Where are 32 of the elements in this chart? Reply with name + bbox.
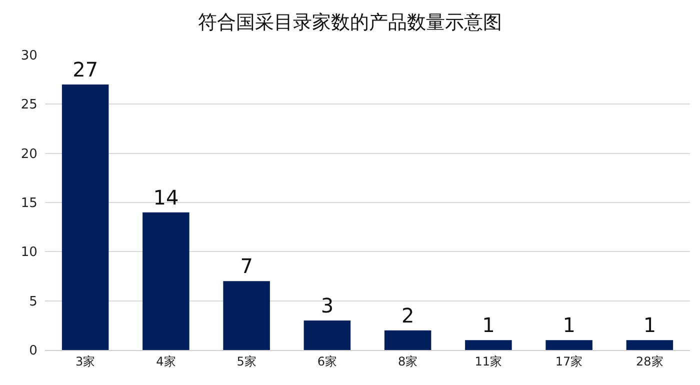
y-tick-label: 25 [20, 98, 38, 113]
bar [142, 212, 190, 350]
bar [384, 330, 432, 350]
x-tick-label: 5家 [236, 354, 256, 368]
data-label: 1 [482, 313, 495, 338]
bar [546, 340, 592, 350]
y-tick-label: 10 [20, 245, 38, 260]
bar [626, 340, 674, 350]
bar [304, 320, 351, 350]
x-tick-label: 28家 [636, 354, 664, 368]
y-tick-label: 20 [20, 146, 38, 162]
x-tick-label: 4家 [156, 354, 176, 368]
data-label: 1 [562, 313, 576, 338]
y-tick-label: 0 [29, 344, 38, 359]
x-tick-label: 8家 [398, 354, 418, 368]
data-label: 3 [320, 294, 334, 318]
data-label: 2 [401, 303, 414, 328]
data-label: 7 [240, 254, 253, 278]
bar [465, 340, 512, 350]
chart-title: 符合国采目录家数的产品数量示意图 [198, 12, 502, 34]
y-tick-label: 15 [20, 196, 38, 212]
y-tick-label: 5 [29, 294, 38, 310]
x-tick-label: 3家 [75, 354, 96, 368]
data-label: 14 [153, 185, 179, 210]
x-tick-label: 6家 [317, 354, 338, 368]
y-tick-label: 30 [20, 48, 38, 64]
bar [223, 281, 270, 350]
data-label: 27 [72, 58, 98, 82]
bar [62, 84, 109, 350]
data-label: 1 [643, 313, 656, 338]
x-tick-label: 17家 [555, 354, 583, 368]
x-tick-label: 11家 [474, 354, 502, 368]
